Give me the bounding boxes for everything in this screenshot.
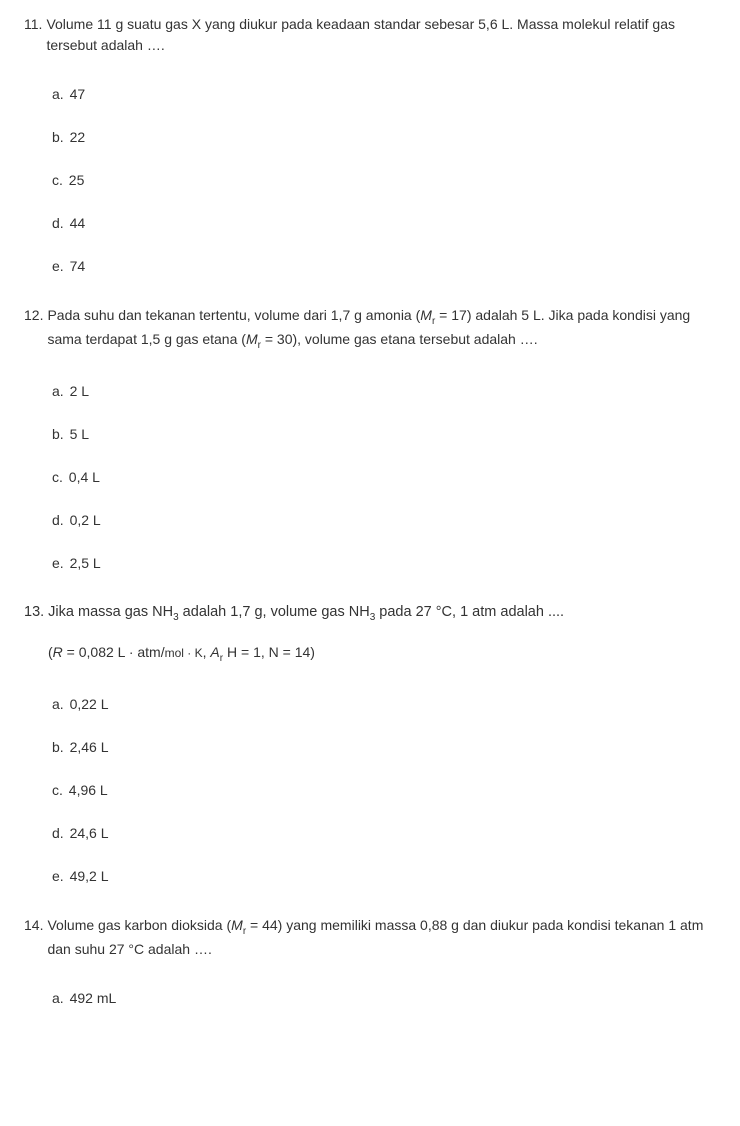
option-letter: d. bbox=[52, 215, 64, 231]
option-text: 2,46 L bbox=[70, 739, 109, 755]
option-text: 0,22 L bbox=[70, 696, 109, 712]
option-d[interactable]: d. 44 bbox=[52, 213, 716, 234]
option-c[interactable]: c. 25 bbox=[52, 170, 716, 191]
question-number: 12. bbox=[24, 305, 43, 353]
options-list: a. 492 mL bbox=[24, 988, 716, 1009]
option-text: 22 bbox=[70, 129, 86, 145]
option-letter: b. bbox=[52, 739, 64, 755]
option-letter: e. bbox=[52, 258, 64, 274]
option-letter: a. bbox=[52, 383, 64, 399]
option-letter: d. bbox=[52, 825, 64, 841]
option-text: 0,2 L bbox=[70, 512, 101, 528]
question-header: 14. Volume gas karbon dioksida (Mr = 44)… bbox=[24, 915, 716, 960]
question-header: 11. Volume 11 g suatu gas X yang diukur … bbox=[24, 14, 716, 56]
question-11: 11. Volume 11 g suatu gas X yang diukur … bbox=[24, 14, 716, 277]
option-d[interactable]: d. 0,2 L bbox=[52, 510, 716, 531]
question-14: 14. Volume gas karbon dioksida (Mr = 44)… bbox=[24, 915, 716, 1009]
option-letter: c. bbox=[52, 782, 63, 798]
option-b[interactable]: b. 22 bbox=[52, 127, 716, 148]
option-text: 2 L bbox=[70, 383, 89, 399]
option-text: 25 bbox=[69, 172, 85, 188]
options-list: a. 0,22 L b. 2,46 L c. 4,96 L d. 24,6 L … bbox=[24, 694, 716, 887]
option-b[interactable]: b. 2,46 L bbox=[52, 737, 716, 758]
option-letter: b. bbox=[52, 129, 64, 145]
option-letter: b. bbox=[52, 426, 64, 442]
question-text: Volume 11 g suatu gas X yang diukur pada… bbox=[46, 14, 716, 56]
option-d[interactable]: d. 24,6 L bbox=[52, 823, 716, 844]
question-header: 12. Pada suhu dan tekanan tertentu, volu… bbox=[24, 305, 716, 353]
option-e[interactable]: e. 74 bbox=[52, 256, 716, 277]
question-text: Jika massa gas NH3 adalah 1,7 g, volume … bbox=[48, 602, 716, 625]
question-text: Volume gas karbon dioksida (Mr = 44) yan… bbox=[47, 915, 716, 960]
question-text: Pada suhu dan tekanan tertentu, volume d… bbox=[47, 305, 716, 353]
option-a[interactable]: a. 2 L bbox=[52, 381, 716, 402]
option-letter: c. bbox=[52, 469, 63, 485]
option-text: 49,2 L bbox=[70, 868, 109, 884]
option-letter: d. bbox=[52, 512, 64, 528]
question-header: 13. Jika massa gas NH3 adalah 1,7 g, vol… bbox=[24, 602, 716, 625]
option-text: 47 bbox=[70, 86, 86, 102]
option-b[interactable]: b. 5 L bbox=[52, 424, 716, 445]
option-text: 24,6 L bbox=[70, 825, 109, 841]
question-12: 12. Pada suhu dan tekanan tertentu, volu… bbox=[24, 305, 716, 574]
option-letter: a. bbox=[52, 990, 64, 1006]
option-e[interactable]: e. 49,2 L bbox=[52, 866, 716, 887]
option-letter: a. bbox=[52, 86, 64, 102]
formula-info: (R = 0,082 L · atm/mol · K, Ar H = 1, N … bbox=[24, 642, 716, 666]
option-text: 44 bbox=[70, 215, 86, 231]
question-number: 11. bbox=[24, 14, 42, 56]
option-c[interactable]: c. 0,4 L bbox=[52, 467, 716, 488]
option-letter: e. bbox=[52, 555, 64, 571]
option-text: 492 mL bbox=[70, 990, 117, 1006]
question-number: 13. bbox=[24, 602, 44, 625]
option-text: 2,5 L bbox=[70, 555, 101, 571]
question-number: 14. bbox=[24, 915, 43, 960]
option-a[interactable]: a. 0,22 L bbox=[52, 694, 716, 715]
option-letter: c. bbox=[52, 172, 63, 188]
option-a[interactable]: a. 492 mL bbox=[52, 988, 716, 1009]
option-c[interactable]: c. 4,96 L bbox=[52, 780, 716, 801]
options-list: a. 47 b. 22 c. 25 d. 44 e. 74 bbox=[24, 84, 716, 277]
option-text: 5 L bbox=[70, 426, 89, 442]
option-text: 0,4 L bbox=[69, 469, 100, 485]
question-13: 13. Jika massa gas NH3 adalah 1,7 g, vol… bbox=[24, 602, 716, 888]
option-a[interactable]: a. 47 bbox=[52, 84, 716, 105]
option-text: 4,96 L bbox=[69, 782, 108, 798]
option-e[interactable]: e. 2,5 L bbox=[52, 553, 716, 574]
option-text: 74 bbox=[70, 258, 86, 274]
option-letter: e. bbox=[52, 868, 64, 884]
option-letter: a. bbox=[52, 696, 64, 712]
options-list: a. 2 L b. 5 L c. 0,4 L d. 0,2 L e. 2,5 L bbox=[24, 381, 716, 574]
